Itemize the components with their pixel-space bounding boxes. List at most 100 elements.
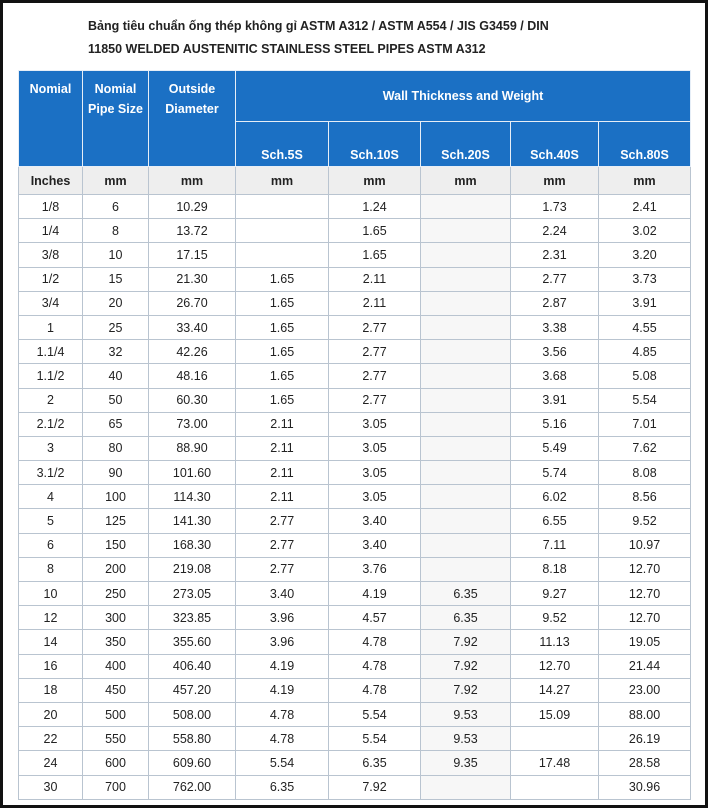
table-cell: 3.02 xyxy=(597,218,692,244)
table-cell: 3/8 xyxy=(18,242,83,268)
table-cell: 13.72 xyxy=(148,218,236,244)
table-cell xyxy=(420,435,511,462)
table-row: 20 500 508.00 4.78 5.54 9.53 15.09 88.00 xyxy=(18,701,692,728)
table-cell: 1/2 xyxy=(18,266,83,292)
table-cell: 5.54 xyxy=(235,750,329,776)
table-cell: 5.54 xyxy=(597,387,692,413)
table-cell: 250 xyxy=(82,580,149,607)
table-cell: 2.41 xyxy=(597,193,692,220)
table-cell: 219.08 xyxy=(148,556,236,583)
table-cell: 6.35 xyxy=(420,580,511,607)
table-cell: 6.35 xyxy=(328,750,421,776)
table-cell: 1/8 xyxy=(18,193,83,220)
table-cell xyxy=(510,774,599,800)
table-row: 1/2 15 21.30 1.65 2.11 2.77 3.73 xyxy=(18,266,692,292)
table-cell: 4.78 xyxy=(328,677,421,703)
table-cell: 1.1/2 xyxy=(18,363,83,389)
table-cell: 48.16 xyxy=(148,363,236,389)
table-cell: 17.48 xyxy=(510,750,599,776)
table-cell: 9.35 xyxy=(420,750,511,776)
table-cell: 100 xyxy=(82,484,149,510)
table-cell: 88.90 xyxy=(148,435,236,462)
table-cell: 1.1/4 xyxy=(18,339,83,365)
table-cell: 5.08 xyxy=(597,363,692,389)
table-cell: 350 xyxy=(82,629,149,655)
table-cell: 28.58 xyxy=(597,750,692,776)
table-cell: 5 xyxy=(18,508,83,534)
table-cell: 8 xyxy=(18,556,83,583)
table-cell: 30 xyxy=(18,774,83,800)
table-cell: 7.92 xyxy=(328,774,421,800)
table-cell: 10 xyxy=(82,242,149,268)
table-cell: 3.56 xyxy=(510,339,599,365)
table-cell: 21.44 xyxy=(597,653,692,679)
table-cell: 8.56 xyxy=(597,484,692,510)
table-cell: 3.91 xyxy=(510,387,599,413)
table-cell: 2.87 xyxy=(510,290,599,316)
table-cell xyxy=(420,774,511,800)
header-cell: Nomial Pipe Size xyxy=(82,70,149,167)
pipe-table: Nomial Nomial Pipe Size Outside Diameter… xyxy=(18,70,692,800)
table-cell: 23.00 xyxy=(597,677,692,703)
table-cell: 73.00 xyxy=(148,411,236,437)
table-cell: 4.55 xyxy=(597,314,692,341)
table-cell: 3.73 xyxy=(597,266,692,292)
table-cell: 17.15 xyxy=(148,242,236,268)
table-cell: 550 xyxy=(82,726,149,752)
table-cell: 24 xyxy=(18,750,83,776)
table-cell: 141.30 xyxy=(148,508,236,534)
table-cell: 6.35 xyxy=(235,774,329,800)
table-cell: 12.70 xyxy=(597,556,692,583)
table-cell xyxy=(420,411,511,437)
table-cell: 60.30 xyxy=(148,387,236,413)
unit-row: Inches mm mm mm mm mm mm mm xyxy=(18,166,692,195)
table-cell xyxy=(420,387,511,413)
table-cell: 32 xyxy=(82,339,149,365)
unit-cell: mm xyxy=(328,166,421,195)
unit-cell: mm xyxy=(148,166,236,195)
table-cell: 90 xyxy=(82,460,149,486)
header-cell: Wall Thickness and Weight xyxy=(234,70,692,122)
table-cell: 600 xyxy=(82,750,149,776)
table-cell xyxy=(420,484,511,510)
sub-header-cell: Sch.80S xyxy=(597,121,692,167)
table-cell: 9.52 xyxy=(597,508,692,534)
unit-cell: mm xyxy=(235,166,329,195)
table-cell: 2.77 xyxy=(235,556,329,583)
table-cell: 7.92 xyxy=(420,629,511,655)
table-cell xyxy=(420,508,511,534)
table-row: 12 300 323.85 3.96 4.57 6.35 9.52 12.70 xyxy=(18,605,692,631)
title: Bảng tiêu chuẩn ống thép không gỉ ASTM A… xyxy=(88,15,549,61)
table-cell: 3.38 xyxy=(510,314,599,341)
table-cell xyxy=(420,556,511,583)
table-cell: 4.78 xyxy=(235,726,329,752)
table-cell xyxy=(420,460,511,486)
table-cell: 2.1/2 xyxy=(18,411,83,437)
table-cell: 12 xyxy=(18,605,83,631)
table-cell: 15.09 xyxy=(510,701,599,728)
table-cell: 700 xyxy=(82,774,149,800)
table-cell: 6.55 xyxy=(510,508,599,534)
table-cell: 558.80 xyxy=(148,726,236,752)
table-cell: 18 xyxy=(18,677,83,703)
table-cell: 30.96 xyxy=(597,774,692,800)
table-cell: 3.40 xyxy=(328,508,421,534)
table-row: 8 200 219.08 2.77 3.76 8.18 12.70 xyxy=(18,556,692,583)
table-cell: 20 xyxy=(82,290,149,316)
table-cell: 2.11 xyxy=(235,411,329,437)
table-cell: 9.53 xyxy=(420,701,511,728)
table-cell: 7.01 xyxy=(597,411,692,437)
table-cell: 355.60 xyxy=(148,629,236,655)
table-cell: 2.11 xyxy=(328,290,421,316)
table-cell xyxy=(420,339,511,365)
table-cell: 5.54 xyxy=(328,726,421,752)
table-cell: 4.78 xyxy=(328,653,421,679)
table-cell: 8.18 xyxy=(510,556,599,583)
table-row: 2.1/2 65 73.00 2.11 3.05 5.16 7.01 xyxy=(18,411,692,437)
table-row: 18 450 457.20 4.19 4.78 7.92 14.27 23.00 xyxy=(18,677,692,703)
table-cell: 14 xyxy=(18,629,83,655)
table-cell: 3.96 xyxy=(235,629,329,655)
table-cell: 1/4 xyxy=(18,218,83,244)
table-cell: 3.20 xyxy=(597,242,692,268)
